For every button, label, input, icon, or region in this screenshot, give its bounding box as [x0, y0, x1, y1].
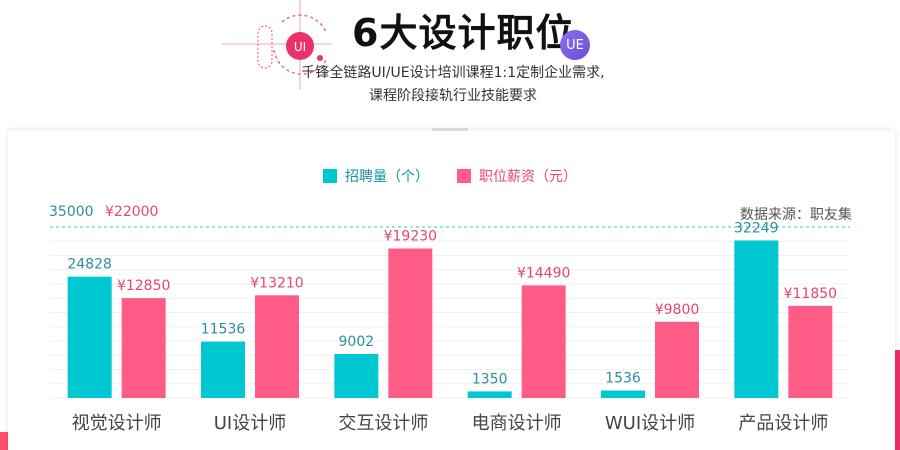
bar-recruitment: [601, 390, 645, 398]
bar-value-label: 1350: [472, 371, 508, 387]
category-label: UI设计师: [214, 413, 286, 434]
card-tab-indicator: [432, 128, 468, 131]
bar-value-label: 9002: [339, 334, 375, 350]
left-axis-max-label: 35000: [49, 204, 94, 220]
legend-swatch-salary: [457, 169, 471, 183]
bar-value-label: ¥19230: [384, 229, 437, 245]
chart-legend: 招聘量（个） 职位薪资（元）: [0, 166, 900, 186]
bar-salary: [655, 321, 699, 398]
ue-badge: UE: [560, 30, 590, 60]
bar-salary: [388, 248, 433, 398]
bar-value-label: ¥9800: [655, 302, 700, 318]
legend-item-salary[interactable]: 职位薪资（元）: [457, 166, 577, 186]
bar-value-label: ¥14490: [517, 265, 570, 281]
bar-recruitment: [734, 240, 779, 398]
bar-value-label: ¥13210: [250, 275, 303, 291]
legend-label-recruitment: 招聘量（个）: [345, 169, 429, 185]
data-source-label: 数据来源：职友集: [740, 207, 852, 223]
category-label: WUI设计师: [605, 413, 695, 434]
bar-recruitment: [467, 391, 512, 398]
bar-recruitment: [334, 354, 379, 398]
legend-swatch-recruitment: [323, 169, 337, 183]
category-label: 视觉设计师: [72, 413, 162, 434]
bar-salary: [121, 298, 166, 398]
bar-value-label: 11536: [201, 322, 246, 338]
subtitle-line-2: 课程阶段接轨行业技能要求: [369, 88, 537, 104]
corner-accent-left: [0, 432, 8, 450]
category-label: 电商设计师: [472, 413, 562, 434]
bar-value-label: ¥12850: [117, 278, 170, 294]
legend-label-salary: 职位薪资（元）: [479, 169, 577, 185]
bar-value-label: ¥11850: [784, 286, 837, 302]
bar-value-label: 1536: [605, 370, 641, 386]
ui-target-decoration: UI: [222, 0, 332, 90]
category-label: 交互设计师: [338, 413, 428, 434]
bar-salary: [521, 285, 566, 398]
category-label: 产品设计师: [738, 413, 828, 434]
bar-recruitment: [201, 341, 245, 398]
corner-accent-right: [892, 350, 900, 450]
right-axis-max-label: ¥22000: [105, 204, 159, 220]
ui-badge-text: UI: [294, 40, 306, 54]
legend-item-recruitment[interactable]: 招聘量（个）: [323, 166, 429, 186]
bar-value-label: 32249: [734, 220, 779, 236]
page-title: 6大设计职位: [352, 11, 575, 55]
bar-salary: [255, 295, 299, 398]
bar-value-label: 24828: [67, 257, 112, 273]
bar-salary: [788, 305, 833, 398]
subtitle-line-1: 千锋全链路UI/UE设计培训课程1:1定制企业需求,: [301, 65, 605, 81]
bar-recruitment: [67, 276, 112, 398]
